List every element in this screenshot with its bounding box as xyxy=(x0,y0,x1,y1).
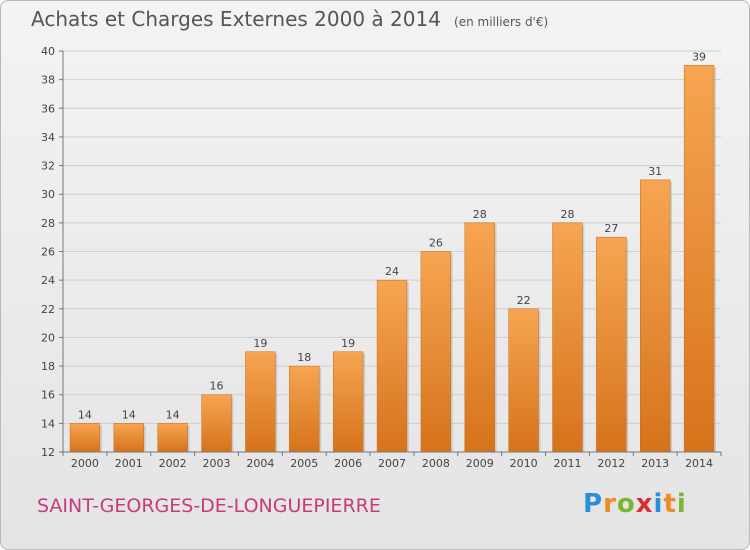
bar-value-label: 26 xyxy=(429,237,443,250)
chart-unit: (en milliers d'€) xyxy=(454,15,549,29)
bar-value-label: 16 xyxy=(210,380,224,393)
logo-letter: P xyxy=(583,489,604,519)
x-tick-label: 2010 xyxy=(510,457,538,470)
x-tick-label: 2001 xyxy=(115,457,143,470)
x-tick-label: 2006 xyxy=(334,457,362,470)
y-tick-label: 22 xyxy=(41,303,55,316)
logo-letter: i xyxy=(676,489,687,519)
y-tick-label: 38 xyxy=(41,74,55,87)
bars: 14 14 14 16 19 18 19 24 26 28 22 28 27 31 39 xyxy=(69,50,716,453)
x-tick-label: 2000 xyxy=(71,457,99,470)
x-tick-label: 2008 xyxy=(422,457,450,470)
y-tick-label: 34 xyxy=(41,131,55,144)
chart-title-block: Achats et Charges Externes 2000 à 2014 (… xyxy=(31,7,548,31)
bar xyxy=(289,365,320,453)
x-tick-label: 2004 xyxy=(246,457,274,470)
bar-value-label: 18 xyxy=(297,351,311,364)
bar-value-label: 24 xyxy=(385,265,399,278)
bar xyxy=(596,236,627,453)
x-tick-label: 2002 xyxy=(159,457,187,470)
x-tick-label: 2007 xyxy=(378,457,406,470)
bar-value-label: 28 xyxy=(560,208,574,221)
chart-title: Achats et Charges Externes 2000 à 2014 xyxy=(31,7,441,31)
x-tick-label: 2009 xyxy=(466,457,494,470)
logo-letter: o xyxy=(616,489,636,519)
y-tick-label: 26 xyxy=(41,246,55,259)
logo-letter: t xyxy=(663,489,677,519)
bar xyxy=(376,279,408,453)
y-tick-label: 32 xyxy=(41,160,55,173)
bar-value-label: 19 xyxy=(341,337,355,350)
bar xyxy=(420,251,452,453)
town-name: SAINT-GEORGES-DE-LONGUEPIERRE xyxy=(37,495,381,517)
y-tick-label: 28 xyxy=(41,217,55,230)
bar xyxy=(640,179,671,453)
logo-letter: x xyxy=(635,489,654,519)
bar-value-label: 14 xyxy=(122,408,136,421)
bar-value-label: 19 xyxy=(253,337,267,350)
y-tick-label: 12 xyxy=(41,446,55,459)
y-tick-label: 16 xyxy=(41,389,55,402)
bar xyxy=(683,65,715,453)
bar xyxy=(464,222,495,453)
bar xyxy=(332,351,364,453)
bar xyxy=(508,308,539,453)
bar xyxy=(157,423,188,453)
bar xyxy=(552,222,583,453)
bar xyxy=(201,394,232,453)
y-tick-label: 30 xyxy=(41,188,55,201)
y-tick-label: 20 xyxy=(41,331,55,344)
bar-value-label: 14 xyxy=(166,408,180,421)
y-tick-label: 36 xyxy=(41,102,55,115)
x-tick-label: 2003 xyxy=(203,457,231,470)
logo-letter: r xyxy=(603,489,617,519)
bar-value-label: 27 xyxy=(604,222,618,235)
logo-letter: i xyxy=(653,489,664,519)
x-tick-label: 2005 xyxy=(290,457,318,470)
axes: 12 14 16 18 20 22 24 26 28 30 32 34 36 38 40 2000 2001 20… xyxy=(41,45,722,470)
bar-value-label: 31 xyxy=(648,165,662,178)
bar xyxy=(69,423,101,453)
bar-value-label: 39 xyxy=(692,50,706,63)
bar-value-label: 22 xyxy=(517,294,531,307)
x-tick-label: 2011 xyxy=(553,457,581,470)
y-tick-label: 40 xyxy=(41,45,55,58)
bar xyxy=(113,423,144,453)
x-tick-label: 2013 xyxy=(641,457,669,470)
bar-value-label: 28 xyxy=(473,208,487,221)
y-tick-label: 14 xyxy=(41,417,55,430)
proxiti-logo: Proxiti xyxy=(583,489,687,519)
x-tick-label: 2012 xyxy=(597,457,625,470)
bar-value-label: 14 xyxy=(78,408,92,421)
x-tick-label: 2014 xyxy=(685,457,713,470)
y-tick-label: 24 xyxy=(41,274,55,287)
y-tick-label: 18 xyxy=(41,360,55,373)
bar xyxy=(245,351,276,453)
